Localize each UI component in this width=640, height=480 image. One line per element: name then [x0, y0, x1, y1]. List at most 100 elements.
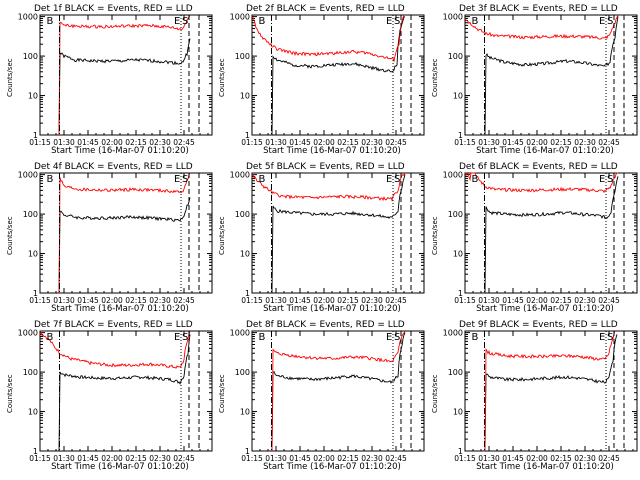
- x-axis-label: Start Time (16-Mar-07 01:10:20): [263, 146, 401, 156]
- series-line-events: [484, 176, 619, 294]
- x-tick-label: 01:30: [265, 296, 287, 305]
- x-tick-label: 01:45: [289, 138, 311, 147]
- series-line-lld: [271, 330, 406, 452]
- x-tick-label: 01:45: [502, 454, 524, 463]
- x-tick-label: 02:30: [149, 454, 171, 463]
- chart-panel-1: Det 1f BLACK = Events, RED = LLD Counts/s…: [6, 4, 213, 156]
- x-tick-label: 01:30: [478, 454, 500, 463]
- x-tick-label: 01:45: [289, 296, 311, 305]
- y-tick-label: 1: [458, 447, 463, 456]
- x-tick-label: 01:30: [53, 454, 75, 463]
- marker-label: S: [607, 16, 613, 27]
- plot-frame: [464, 172, 638, 294]
- x-tick-label: 02:30: [149, 296, 171, 305]
- x-tick-label: 01:15: [241, 296, 263, 305]
- x-tick-label: 02:00: [526, 454, 548, 463]
- y-tick-label: 1: [33, 289, 38, 298]
- marker-label: E: [599, 332, 605, 343]
- y-tick-label: 100: [235, 210, 250, 219]
- chart-panel-7: Det 7f BLACK = Events, RED = LLD Counts/s…: [6, 320, 213, 472]
- x-tick-label: 02:30: [149, 138, 171, 147]
- y-tick-label: 10: [28, 408, 38, 417]
- marker-label: S: [394, 332, 400, 343]
- x-axis-label: Start Time (16-Mar-07 01:10:20): [263, 304, 401, 314]
- y-tick-label: 1000: [230, 329, 250, 338]
- x-tick-label: 01:45: [502, 138, 524, 147]
- x-tick-label: 02:30: [574, 138, 596, 147]
- y-tick-label: 10: [453, 92, 463, 101]
- y-tick-label: 10: [453, 250, 463, 259]
- x-tick-label: 02:15: [125, 454, 147, 463]
- x-tick-label: 02:45: [173, 454, 195, 463]
- chart-panel-5: Det 5f BLACK = Events, RED = LLD Counts/s…: [218, 162, 425, 314]
- x-tick-label: 02:00: [526, 296, 548, 305]
- chart-title: Det 4f BLACK = Events, RED = LLD: [34, 162, 193, 172]
- x-tick-label: 02:30: [361, 296, 383, 305]
- series-line-lld: [58, 172, 191, 294]
- y-tick-label: 10: [240, 92, 250, 101]
- y-tick-label: 1000: [443, 171, 463, 180]
- x-axis-label: Start Time (16-Mar-07 01:10:20): [51, 304, 189, 314]
- y-axis-label: Counts/sec: [218, 216, 226, 255]
- x-axis-label: Start Time (16-Mar-07 01:10:20): [263, 462, 401, 472]
- series-line-events: [271, 332, 406, 452]
- chart-panel-9: Det 9f BLACK = Events, RED = LLD Counts/s…: [431, 320, 638, 472]
- y-axis-label: Counts/sec: [431, 374, 439, 413]
- series-line-lld: [464, 172, 618, 194]
- y-tick-label: 1: [458, 131, 463, 140]
- y-axis-label: Counts/sec: [6, 58, 14, 97]
- x-axis-label: Start Time (16-Mar-07 01:10:20): [51, 462, 189, 472]
- y-tick-label: 1: [458, 289, 463, 298]
- x-tick-label: 02:30: [361, 454, 383, 463]
- plot-frame: [39, 172, 213, 294]
- chart-title: Det 7f BLACK = Events, RED = LLD: [34, 320, 193, 330]
- marker-label: B: [47, 332, 54, 343]
- x-axis-label: Start Time (16-Mar-07 01:10:20): [476, 462, 614, 472]
- x-tick-label: 02:15: [550, 296, 572, 305]
- marker-label: B: [472, 174, 479, 185]
- marker-label: E: [386, 332, 392, 343]
- marker-label: S: [394, 16, 400, 27]
- x-tick-label: 01:15: [241, 454, 263, 463]
- plot-frame: [464, 14, 638, 136]
- x-tick-label: 02:15: [550, 138, 572, 147]
- y-tick-label: 100: [448, 210, 463, 219]
- y-tick-label: 100: [235, 368, 250, 377]
- x-tick-label: 01:15: [29, 454, 51, 463]
- x-tick-label: 02:45: [598, 454, 620, 463]
- chart-title: Det 3f BLACK = Events, RED = LLD: [459, 4, 618, 14]
- marker-label: B: [47, 174, 54, 185]
- y-axis-label: Counts/sec: [431, 216, 439, 255]
- x-tick-label: 02:15: [125, 296, 147, 305]
- x-tick-label: 02:00: [526, 138, 548, 147]
- y-axis-label: Counts/sec: [431, 58, 439, 97]
- chart-title: Det 2f BLACK = Events, RED = LLD: [246, 4, 405, 14]
- marker-label: E: [386, 16, 392, 27]
- series-line-events: [484, 16, 619, 136]
- y-axis-label: Counts/sec: [6, 216, 14, 255]
- x-tick-label: 02:45: [385, 454, 407, 463]
- series-line-lld: [58, 14, 191, 136]
- plot-frame: [39, 14, 213, 136]
- marker-label: S: [394, 174, 400, 185]
- chart-title: Det 8f BLACK = Events, RED = LLD: [246, 320, 405, 330]
- series-line-events: [58, 197, 191, 294]
- x-tick-label: 02:45: [385, 296, 407, 305]
- marker-label: E: [386, 174, 392, 185]
- x-tick-label: 02:30: [361, 138, 383, 147]
- marker-label: S: [607, 332, 613, 343]
- series-line-lld: [484, 330, 616, 452]
- plot-frame: [251, 172, 425, 294]
- marker-label: E: [174, 332, 180, 343]
- x-tick-label: 02:45: [598, 296, 620, 305]
- x-tick-label: 01:15: [454, 138, 476, 147]
- x-tick-label: 01:15: [454, 296, 476, 305]
- y-tick-label: 10: [453, 408, 463, 417]
- chart-panel-3: Det 3f BLACK = Events, RED = LLD Counts/s…: [431, 4, 638, 156]
- y-tick-label: 100: [235, 52, 250, 61]
- x-axis-label: Start Time (16-Mar-07 01:10:20): [51, 146, 189, 156]
- marker-label: B: [259, 174, 266, 185]
- marker-label: S: [607, 174, 613, 185]
- x-tick-label: 01:15: [454, 454, 476, 463]
- x-tick-label: 02:45: [173, 138, 195, 147]
